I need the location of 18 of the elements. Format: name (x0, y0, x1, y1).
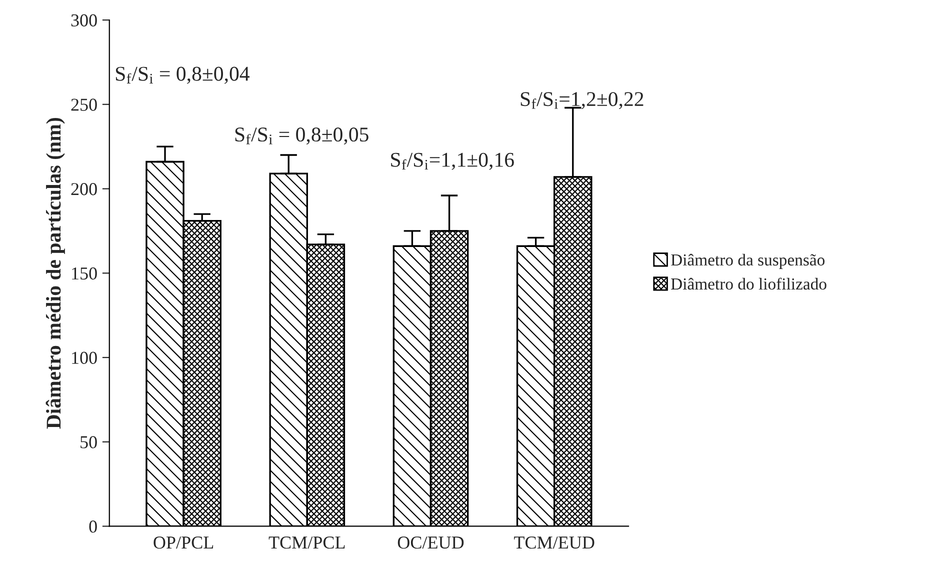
annotation: S$_{f}$/S$_{i}$=1,1±0,16 (391, 152, 514, 170)
y-tick-label: 0 (89, 520, 97, 533)
x-tick-label: TCM/PCL (268, 536, 345, 549)
legend-label: Diâmetro do liofilizado (671, 278, 826, 290)
y-tick-label: 100 (72, 352, 97, 364)
y-tick-label: 50 (80, 436, 97, 448)
y-tick-label: 250 (71, 98, 97, 111)
x-tick-label: OP/PCL (154, 536, 214, 549)
x-tick-label: TCM/EUD (514, 536, 594, 549)
y-tick-label: 300 (71, 14, 97, 26)
legend-label: Diâmetro da suspensão (671, 254, 825, 269)
y-tick-label: 150 (72, 267, 97, 280)
annotation: S$_{f}$/S$_{i}$ = 0,8±0,05 (235, 128, 368, 145)
x-tick-label: OC/EUD (398, 536, 464, 549)
y-tick-label: 200 (71, 183, 97, 196)
annotation: S$_{f}$/S$_{i}$ = 0,8±0,04 (116, 66, 250, 84)
annotation: S$_{f}$/S$_{i}$=1,2±0,22 (520, 92, 644, 110)
y-axis-title: Diâmetro médio de partículas (nm) (46, 118, 65, 429)
